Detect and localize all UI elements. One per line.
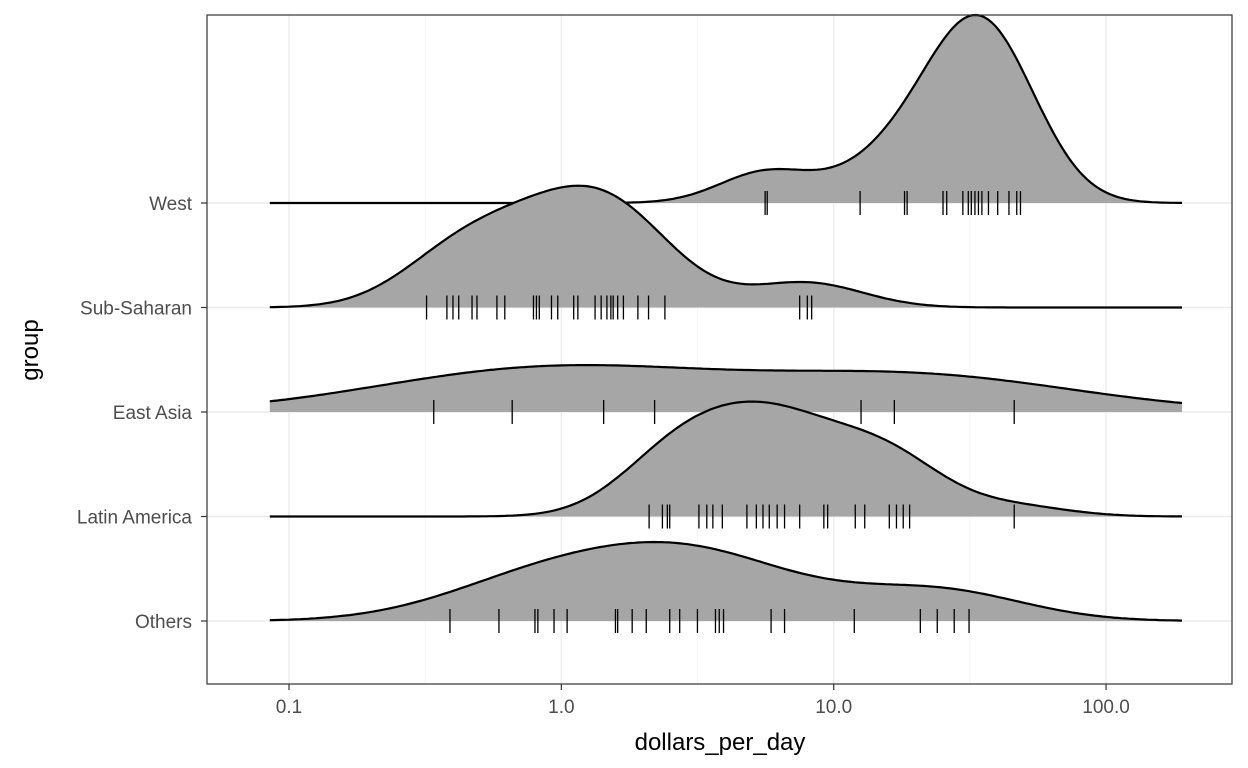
x-tick-label: 100.0	[1082, 697, 1130, 718]
y-tick-label: West	[149, 194, 193, 215]
x-tick-label: 10.0	[815, 697, 852, 718]
density-fill	[269, 185, 1182, 308]
ridge-sub-saharan	[269, 184, 1182, 320]
density-line	[269, 184, 1182, 309]
density-ridges	[269, 13, 1183, 633]
y-axis: Others Latin America East Asia Sub-Saharan W…	[77, 194, 207, 633]
x-tick-label: 0.1	[276, 697, 302, 718]
ridge-west	[269, 13, 1182, 215]
density-line	[269, 13, 1182, 205]
x-tick-label: 1.0	[548, 697, 574, 718]
density-line	[269, 540, 1183, 622]
y-tick-label: Sub-Saharan	[80, 299, 192, 320]
density-fill	[269, 365, 1182, 412]
density-line	[269, 400, 1182, 518]
panel-border	[206, 14, 1233, 685]
ridge-east-asia	[269, 364, 1183, 424]
density-fill	[269, 542, 1182, 621]
ridge-others	[269, 540, 1183, 633]
ridge-latin-america	[269, 400, 1182, 529]
y-axis-title: group	[17, 319, 44, 380]
x-axis-title: dollars_per_day	[635, 729, 806, 756]
x-axis: 0.1 1.0 10.0 100.0	[276, 684, 1130, 718]
y-tick-label: East Asia	[113, 403, 193, 424]
y-tick-label: Latin America	[77, 508, 193, 529]
density-fill	[269, 401, 1182, 517]
density-fill	[269, 15, 1182, 203]
density-line	[269, 364, 1183, 405]
y-tick-label: Others	[135, 612, 192, 633]
